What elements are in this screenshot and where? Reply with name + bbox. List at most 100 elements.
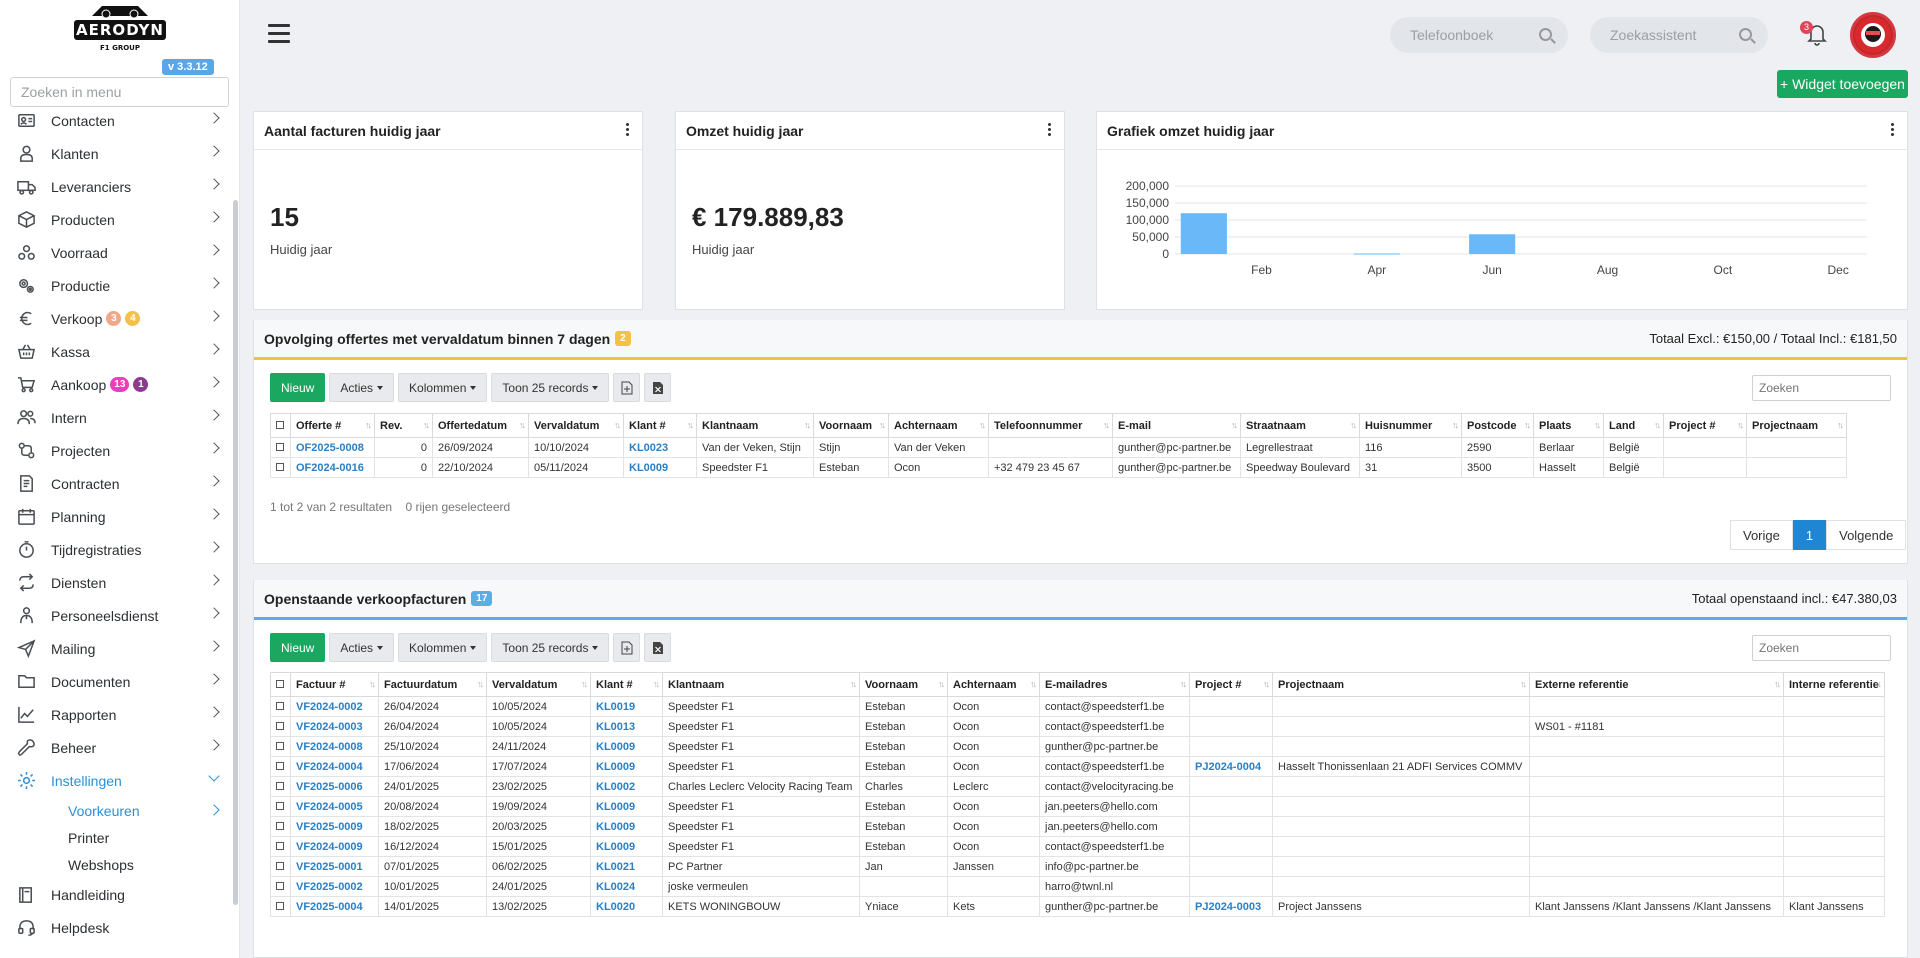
table-cell[interactable]: PJ2024-0004	[1189, 756, 1273, 777]
table-cell[interactable]: VF2024-0004	[290, 756, 379, 777]
actions-dropdown[interactable]: Acties	[329, 633, 395, 662]
current-page-button[interactable]: 1	[1792, 520, 1827, 550]
table-cell[interactable]: KL0009	[590, 836, 663, 857]
table-cell[interactable]: VF2024-0003	[290, 716, 379, 737]
columns-dropdown[interactable]: Kolommen	[398, 373, 488, 402]
column-header[interactable]: E-mailadres ↑↓	[1039, 672, 1190, 697]
column-header[interactable]: Huisnummer ↑↓	[1359, 413, 1462, 438]
sidebar-item-helpdesk[interactable]: Helpdesk	[0, 911, 232, 944]
row-checkbox[interactable]	[270, 896, 291, 917]
new-invoice-button[interactable]: Nieuw	[270, 633, 326, 662]
table-cell[interactable]: VF2025-0002	[290, 876, 379, 897]
sidebar-item-handleiding[interactable]: Handleiding	[0, 878, 232, 911]
sidebar-item-leveranciers[interactable]: Leveranciers	[0, 170, 232, 203]
sidebar-item-aankoop[interactable]: Aankoop 13 1	[0, 368, 232, 401]
column-header[interactable]: Projectnaam ↑↓	[1746, 413, 1847, 438]
menu-search-input[interactable]	[10, 77, 229, 107]
column-header[interactable]: Postcode ↑↓	[1461, 413, 1534, 438]
sidebar-subitem-webshops[interactable]: Webshops	[68, 856, 134, 873]
column-header[interactable]: Factuur # ↑↓	[290, 672, 379, 697]
sidebar-item-documenten[interactable]: Documenten	[0, 665, 232, 698]
column-header[interactable]: Land ↑↓	[1603, 413, 1664, 438]
table-cell[interactable]: KL0009	[623, 457, 697, 478]
invoices-search-input[interactable]	[1752, 635, 1891, 661]
sidebar-item-intern[interactable]: Intern	[0, 401, 232, 434]
column-header[interactable]: Klantnaam ↑↓	[662, 672, 860, 697]
table-cell[interactable]	[1189, 776, 1273, 797]
table-cell[interactable]	[1189, 816, 1273, 837]
row-checkbox[interactable]	[270, 796, 291, 817]
export-excel-icon[interactable]	[644, 373, 672, 402]
table-row[interactable]: OF2024-0016 0 22/10/2024 05/11/2024 KL0009 Sp…	[270, 457, 1847, 478]
table-cell[interactable]	[1189, 856, 1273, 877]
column-header[interactable]: Achternaam ↑↓	[947, 672, 1040, 697]
page-size-dropdown[interactable]: Toon 25 records	[491, 373, 610, 402]
row-checkbox[interactable]	[270, 736, 291, 757]
row-checkbox[interactable]	[270, 776, 291, 797]
next-page-button[interactable]: Volgende	[1826, 520, 1907, 550]
table-cell[interactable]: VF2025-0009	[290, 816, 379, 837]
export-csv-icon[interactable]	[613, 633, 641, 662]
table-cell[interactable]: KL0013	[590, 716, 663, 737]
sidebar-item-diensten[interactable]: Diensten	[0, 566, 232, 599]
column-header[interactable]: Factuurdatum ↑↓	[378, 672, 487, 697]
menu-toggle-icon[interactable]	[268, 24, 290, 44]
table-cell[interactable]	[1189, 736, 1273, 757]
column-header[interactable]: Offertedatum ↑↓	[432, 413, 529, 438]
sidebar-item-mailing[interactable]: Mailing	[0, 632, 232, 665]
table-cell[interactable]: OF2024-0016	[290, 457, 375, 478]
sidebar-item-productie[interactable]: Productie	[0, 269, 232, 302]
sidebar-item-projecten[interactable]: Projecten	[0, 434, 232, 467]
kebab-menu-icon[interactable]	[1048, 123, 1052, 137]
column-header[interactable]: Klant # ↑↓	[590, 672, 663, 697]
table-row[interactable]: VF2025-0009 18/02/2025 20/03/2025 KL0009 Spe…	[270, 816, 1885, 837]
sidebar-item-voorraad[interactable]: Voorraad	[0, 236, 232, 269]
table-row[interactable]: VF2024-0008 25/10/2024 24/11/2024 KL0009 Spe…	[270, 736, 1885, 757]
sidebar-item-planning[interactable]: Planning	[0, 500, 232, 533]
actions-dropdown[interactable]: Acties	[329, 373, 395, 402]
sidebar-item-contracten[interactable]: Contracten	[0, 467, 232, 500]
column-header[interactable]: Interne referentie ↑↓	[1783, 672, 1885, 697]
table-row[interactable]: VF2025-0006 24/01/2025 23/02/2025 KL0002 Cha…	[270, 776, 1885, 797]
table-cell[interactable]: KL0024	[590, 876, 663, 897]
row-checkbox[interactable]	[270, 716, 291, 737]
table-row[interactable]: VF2025-0004 14/01/2025 13/02/2025 KL0020 KET…	[270, 896, 1885, 917]
column-header[interactable]: Achternaam ↑↓	[888, 413, 989, 438]
column-header[interactable]: Project # ↑↓	[1189, 672, 1273, 697]
table-cell[interactable]	[1189, 696, 1273, 717]
table-cell[interactable]: KL0021	[590, 856, 663, 877]
aerodyn-logo[interactable]: AERODYN F1 GROUP	[72, 2, 168, 56]
table-cell[interactable]: KL0009	[590, 816, 663, 837]
sidebar-item-instellingen[interactable]: Instellingen	[0, 764, 232, 797]
table-cell[interactable]: KL0023	[623, 437, 697, 458]
phonebook-search[interactable]: Telefoonboek	[1390, 17, 1568, 53]
table-row[interactable]: VF2024-0005 20/08/2024 19/09/2024 KL0009 Spe…	[270, 796, 1885, 817]
table-row[interactable]: VF2025-0002 10/01/2025 24/01/2025 KL0024 jos…	[270, 876, 1885, 897]
column-header[interactable]: Vervaldatum ↑↓	[528, 413, 624, 438]
table-cell[interactable]: VF2025-0001	[290, 856, 379, 877]
bar-jun[interactable]	[1469, 234, 1516, 254]
column-header[interactable]: Externe referentie ↑↓	[1529, 672, 1784, 697]
column-header[interactable]: Offerte # ↑↓	[290, 413, 375, 438]
sidebar-item-rapporten[interactable]: Rapporten	[0, 698, 232, 731]
sidebar-scrollbar[interactable]	[233, 200, 238, 905]
table-cell[interactable]: VF2024-0002	[290, 696, 379, 717]
table-cell[interactable]	[1189, 796, 1273, 817]
column-header[interactable]: Voornaam ↑↓	[859, 672, 948, 697]
table-cell[interactable]: PJ2024-0003	[1189, 896, 1273, 917]
sidebar-item-personeelsdienst[interactable]: Personeelsdienst	[0, 599, 232, 632]
bar-apr[interactable]	[1353, 253, 1400, 255]
sidebar-item-verkoop[interactable]: Verkoop 3 4	[0, 302, 232, 335]
row-checkbox[interactable]	[270, 876, 291, 897]
table-cell[interactable]: KL0009	[590, 756, 663, 777]
table-row[interactable]: VF2024-0002 26/04/2024 10/05/2024 KL0019 Spe…	[270, 696, 1885, 717]
row-checkbox[interactable]	[270, 836, 291, 857]
table-cell[interactable]: VF2025-0004	[290, 896, 379, 917]
table-cell[interactable]: VF2024-0005	[290, 796, 379, 817]
table-cell[interactable]: VF2024-0009	[290, 836, 379, 857]
column-header[interactable]: Rev. ↑↓	[374, 413, 433, 438]
row-checkbox[interactable]	[270, 816, 291, 837]
avatar[interactable]	[1850, 12, 1896, 58]
sidebar-item-klanten[interactable]: Klanten	[0, 137, 232, 170]
table-cell[interactable]: VF2025-0006	[290, 776, 379, 797]
